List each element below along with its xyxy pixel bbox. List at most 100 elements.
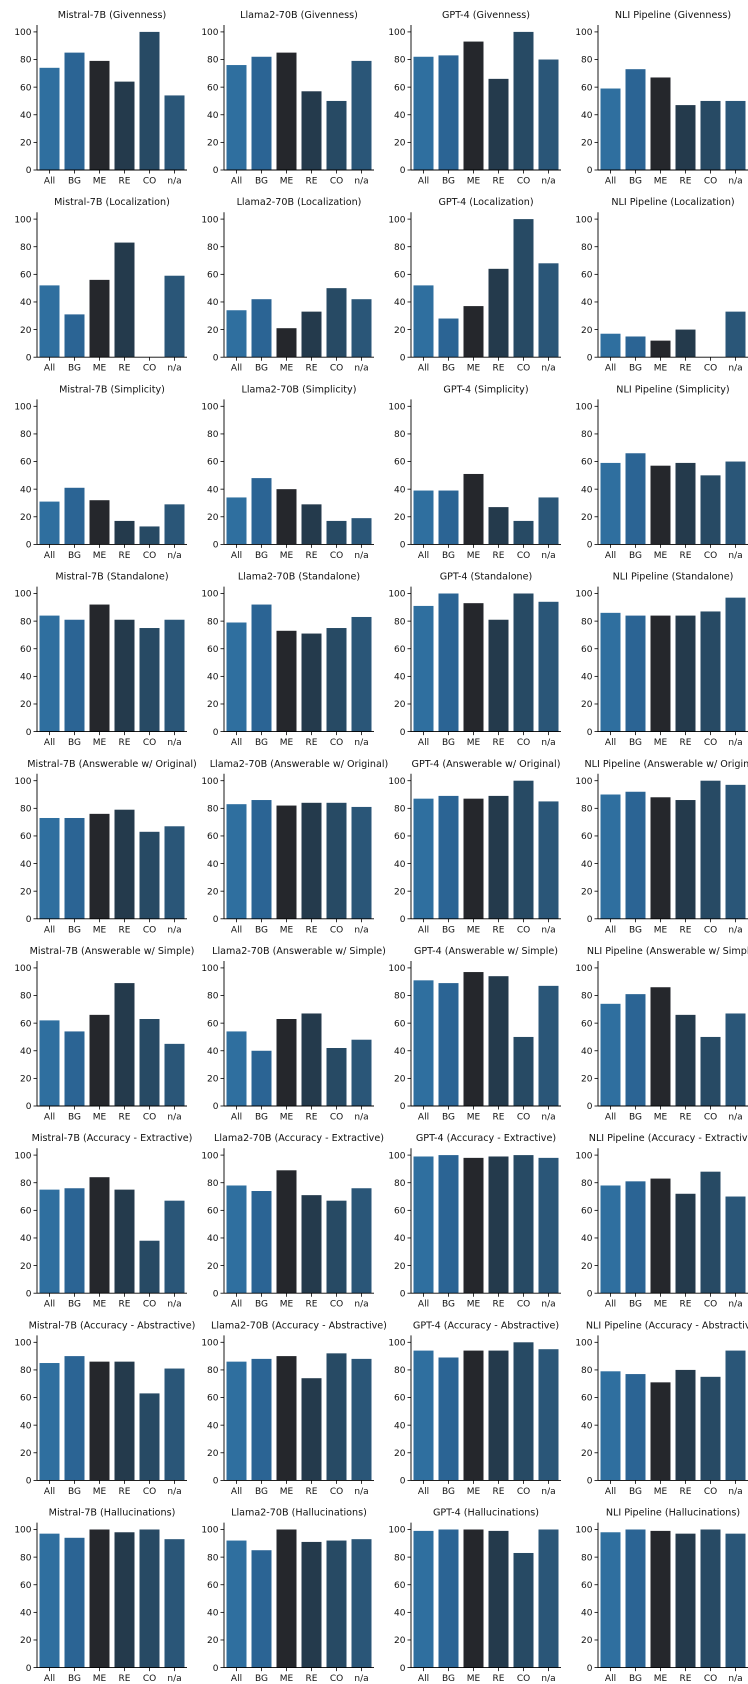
y-tick-label: 100 (14, 1526, 31, 1536)
bar-bg (251, 1550, 272, 1668)
x-tick-label: ME (467, 551, 481, 561)
bar-na (538, 601, 559, 732)
y-tick-label: 20 (20, 513, 32, 523)
y-tick-label: 80 (394, 1553, 406, 1563)
bar-re (488, 78, 509, 170)
bar-co (700, 1171, 721, 1294)
bar-bg (625, 1529, 646, 1668)
bar-all (226, 497, 247, 545)
x-tick-label: RE (493, 1487, 505, 1497)
y-tick-label: 40 (20, 1609, 32, 1619)
y-tick-label: 60 (20, 1019, 32, 1029)
subplot-13: Mistral-7B (Standalone) 0 20 40 60 80 100 All BG… (14, 572, 187, 748)
bar-co (326, 100, 347, 170)
y-tick-label: 80 (20, 56, 32, 66)
bar-na (351, 1358, 372, 1481)
bar-all (600, 794, 621, 919)
bar-me (650, 987, 671, 1106)
bar-co (326, 288, 347, 358)
bar-all (39, 501, 60, 545)
bar-me (650, 1382, 671, 1481)
x-tick-label: All (605, 925, 616, 935)
bar-me (650, 340, 671, 358)
x-tick-label: BG (629, 1487, 642, 1497)
y-tick-label: 80 (20, 1366, 32, 1376)
x-tick-label: RE (493, 364, 505, 374)
bar-na (725, 784, 746, 919)
y-tick-label: 20 (20, 139, 32, 149)
subplot-title: Llama2-70B (Standalone) (238, 572, 360, 583)
x-tick-label: RE (306, 925, 318, 935)
x-tick-label: RE (119, 738, 131, 748)
bar-bg (64, 1356, 85, 1481)
bar-me (89, 1177, 110, 1294)
y-tick-label: 40 (20, 860, 32, 870)
y-tick-label: 40 (581, 673, 593, 683)
y-tick-label: 20 (581, 139, 593, 149)
y-tick-label: 0 (26, 1289, 32, 1299)
bar-all (39, 1533, 60, 1668)
bar-na (351, 1539, 372, 1668)
x-tick-label: CO (143, 364, 156, 374)
y-tick-label: 20 (394, 513, 406, 523)
subplot-title: GPT-4 (Givenness) (442, 10, 530, 21)
subplot-title: NLI Pipeline (Hallucinations) (606, 1508, 740, 1519)
subplot-title: NLI Pipeline (Answerable w/ Original) (584, 759, 748, 770)
x-tick-label: n/a (541, 1674, 555, 1684)
y-tick-label: 60 (394, 458, 406, 468)
y-tick-label: 60 (581, 1207, 593, 1217)
y-tick-label: 20 (394, 1449, 406, 1459)
subplot-3: GPT-4 (Givenness) 0 20 40 60 80 100 All BG ME RE CO… (388, 10, 561, 187)
subplot-32: NLI Pipeline (Accuracy - Abstractive) 0 20… (575, 1320, 748, 1497)
bar-co (513, 1036, 534, 1106)
bar-bg (438, 983, 459, 1106)
x-tick-label: RE (493, 1674, 505, 1684)
bar-me (276, 1529, 297, 1668)
y-tick-label: 0 (26, 728, 32, 738)
y-tick-label: 80 (394, 617, 406, 627)
bar-bg (251, 56, 272, 171)
x-tick-label: n/a (167, 1674, 181, 1684)
bar-all (226, 65, 247, 170)
x-tick-label: CO (330, 364, 343, 374)
x-tick-label: All (605, 1487, 616, 1497)
x-tick-label: All (605, 738, 616, 748)
bar-na (725, 100, 746, 170)
y-tick-label: 0 (26, 1477, 32, 1487)
y-tick-label: 100 (388, 28, 405, 38)
y-tick-label: 60 (394, 1394, 406, 1404)
bar-bg (251, 1191, 272, 1294)
x-tick-label: All (44, 177, 55, 187)
x-tick-label: n/a (354, 1300, 368, 1310)
subplot-21: Mistral-7B (Answerable w/ Simple) 0 20 40 60… (14, 946, 194, 1123)
x-tick-label: ME (280, 1113, 294, 1123)
x-tick-label: CO (330, 1300, 343, 1310)
x-tick-label: ME (280, 364, 294, 374)
y-tick-label: 0 (400, 166, 406, 176)
x-tick-label: BG (255, 551, 268, 561)
y-tick-label: 40 (394, 1421, 406, 1431)
x-tick-label: RE (119, 925, 131, 935)
x-tick-label: BG (629, 177, 642, 187)
x-tick-label: BG (255, 1487, 268, 1497)
bar-na (725, 311, 746, 358)
y-tick-label: 100 (201, 28, 218, 38)
y-tick-label: 40 (394, 485, 406, 495)
x-tick-label: RE (680, 1113, 692, 1123)
x-tick-label: All (231, 1113, 242, 1123)
subplot-title: Mistral-7B (Hallucinations) (49, 1508, 176, 1519)
y-tick-label: 0 (213, 915, 219, 925)
y-tick-label: 80 (581, 1553, 593, 1563)
y-tick-label: 100 (575, 590, 592, 600)
y-tick-label: 60 (20, 271, 32, 281)
x-tick-label: All (418, 1300, 429, 1310)
bar-all (600, 88, 621, 170)
x-tick-label: RE (306, 738, 318, 748)
y-tick-label: 100 (201, 1526, 218, 1536)
bar-bg (438, 1155, 459, 1294)
subplot-35: GPT-4 (Hallucinations) 0 20 40 60 80 100 All BG M… (388, 1508, 561, 1684)
x-tick-label: CO (330, 1674, 343, 1684)
subplot-title: NLI Pipeline (Accuracy - Abstractive) (586, 1320, 748, 1331)
bar-bg (625, 615, 646, 732)
y-tick-label: 0 (400, 915, 406, 925)
